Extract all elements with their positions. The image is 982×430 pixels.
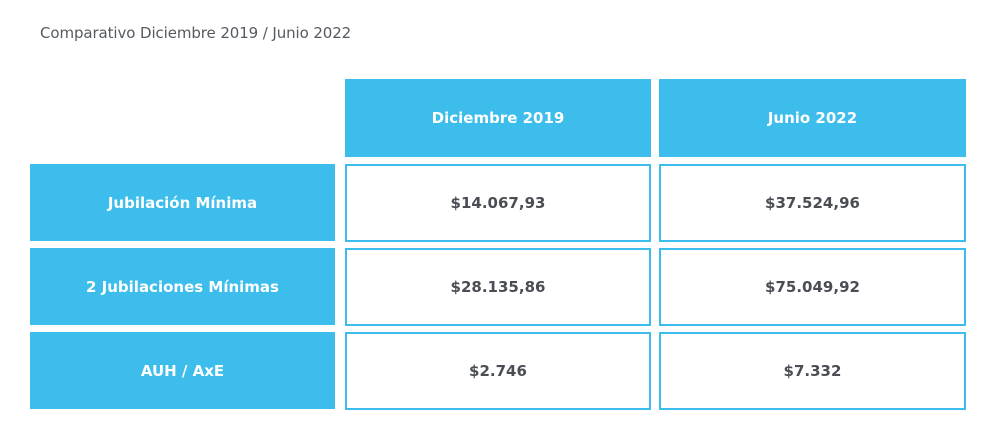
value-jubilacion-minima-2022: $37.524,96 [659,164,966,242]
column-header-dic-2019: Diciembre 2019 [345,79,651,157]
table-caption: Comparativo Diciembre 2019 / Junio 2022 [40,24,352,42]
value-auh-axe-2019: $2.746 [345,332,651,410]
row-label-2-jubilaciones-minimas: 2 Jubilaciones Mínimas [30,248,335,325]
column-header-jun-2022: Junio 2022 [659,79,966,157]
row-label-jubilacion-minima: Jubilación Mínima [30,164,335,241]
row-label-auh-axe: AUH / AxE [30,332,335,409]
value-2-jubilaciones-2022: $75.049,92 [659,248,966,326]
value-2-jubilaciones-2019: $28.135,86 [345,248,651,326]
value-jubilacion-minima-2019: $14.067,93 [345,164,651,242]
value-auh-axe-2022: $7.332 [659,332,966,410]
